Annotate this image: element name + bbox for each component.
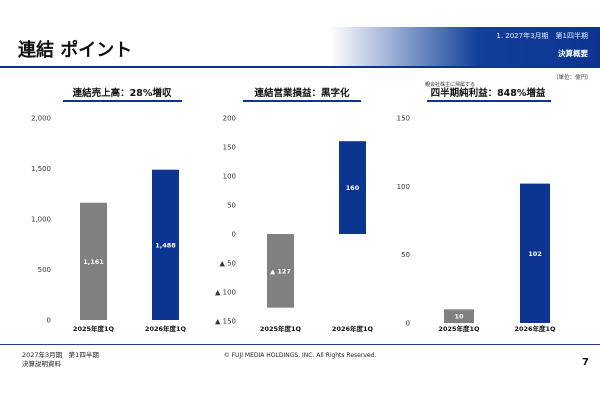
y-tick-label: 100 bbox=[397, 183, 410, 191]
bar bbox=[80, 202, 107, 320]
bar-data-label: ▲ 127 bbox=[270, 267, 291, 275]
y-tick-label: ▲ 150 bbox=[215, 318, 236, 326]
x-category-label: 2026年度1Q bbox=[145, 324, 187, 333]
bar bbox=[152, 169, 179, 320]
chart-net-income: 四半期純利益：848%増益 0 50 100 150 10 2025年度1Q 102 2026年… bbox=[397, 87, 556, 333]
y-tick-label: 1,500 bbox=[31, 165, 51, 173]
y-tick-label: 0 bbox=[232, 231, 236, 239]
net-income-note: 親会社株主に帰属する bbox=[425, 82, 476, 88]
footer-rule bbox=[0, 344, 600, 345]
unit-label: （単位：億円） bbox=[553, 75, 592, 81]
y-tick-label: 50 bbox=[401, 251, 410, 259]
y-tick-label: 200 bbox=[223, 115, 236, 123]
x-category-label: 2026年度1Q bbox=[332, 324, 374, 333]
x-category-label: 2025年度1Q bbox=[438, 324, 480, 333]
chart-title: 四半期純利益：848%増益 bbox=[431, 87, 546, 99]
y-tick-label: 500 bbox=[38, 266, 51, 274]
footer-doc-name: 決算説明資料 bbox=[22, 360, 61, 368]
header-section-label: 1. 2027年3月期 第1四半期 bbox=[496, 32, 588, 40]
title-rule bbox=[0, 66, 600, 68]
page-number: 7 bbox=[582, 357, 589, 368]
y-tick-label: 50 bbox=[227, 202, 236, 210]
y-tick-label: 0 bbox=[406, 320, 410, 328]
chart-operating-income: 連結営業損益：黒字化 ▲ 150 ▲ 100 ▲ 50 0 50 100 150 200 ▲ 12… bbox=[215, 87, 374, 333]
y-tick-label: 150 bbox=[223, 144, 236, 152]
footer-period: 2027年3月期 第1四半期 bbox=[22, 351, 99, 359]
bar-data-label: 1,161 bbox=[83, 258, 104, 266]
chart-title: 連結売上高：28%増収 bbox=[73, 87, 172, 99]
copyright: © FUJI MEDIA HOLDINGS, INC. All Rights R… bbox=[223, 352, 377, 359]
bar bbox=[267, 234, 294, 308]
bar-data-label: 102 bbox=[528, 250, 542, 258]
bar bbox=[444, 309, 474, 323]
chart-net-sales: 連結売上高：28%増収 0 500 1,000 1,500 2,000 1,161 2025年… bbox=[31, 87, 187, 333]
x-category-label: 2026年度1Q bbox=[514, 324, 556, 333]
bar bbox=[520, 183, 550, 323]
y-tick-label: ▲ 100 bbox=[215, 289, 236, 297]
chart-title: 連結営業損益：黒字化 bbox=[254, 87, 350, 99]
y-tick-label: 1,000 bbox=[31, 216, 51, 224]
header-subtitle: 決算概要 bbox=[558, 49, 588, 58]
bar-data-label: 1,488 bbox=[155, 241, 176, 249]
y-tick-label: 150 bbox=[397, 115, 410, 123]
chart-title-underline bbox=[243, 100, 361, 102]
y-tick-label: 2,000 bbox=[31, 115, 51, 123]
bar-data-label: 160 bbox=[346, 184, 360, 192]
page-title: 連結 ポイント bbox=[18, 40, 133, 61]
chart-title-underline bbox=[63, 100, 182, 102]
footer-left: 2027年3月期 第1四半期 決算説明資料 bbox=[22, 351, 99, 369]
bar bbox=[339, 141, 366, 234]
bar-data-label: 10 bbox=[454, 313, 464, 321]
x-category-label: 2025年度1Q bbox=[260, 324, 302, 333]
header-band: 1. 2027年3月期 第1四半期 決算概要 bbox=[330, 27, 600, 66]
y-tick-label: ▲ 50 bbox=[219, 260, 236, 268]
y-tick-label: 100 bbox=[223, 173, 236, 181]
chart-title-underline bbox=[427, 100, 551, 102]
y-tick-label: 0 bbox=[47, 317, 51, 325]
x-category-label: 2025年度1Q bbox=[73, 324, 115, 333]
